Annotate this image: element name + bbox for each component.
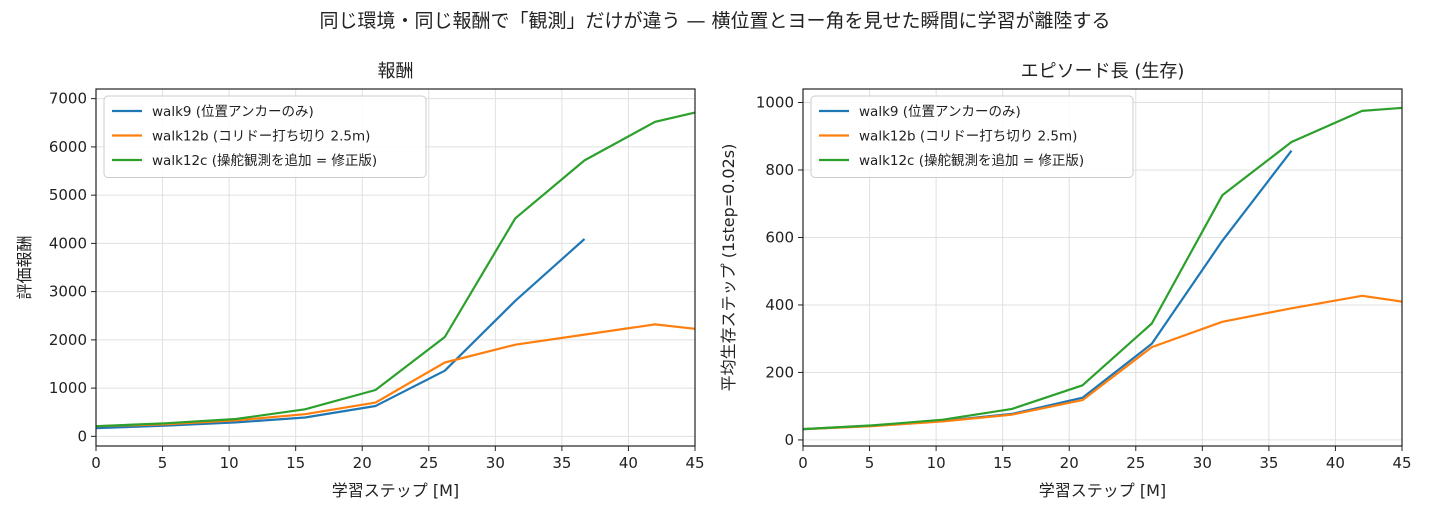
figure-title: 同じ環境・同じ報酬で「観測」だけが違う — 横位置とヨー角を見せた瞬間に学習が離… bbox=[319, 10, 1111, 32]
x-tick-label-4: 20 bbox=[353, 454, 372, 472]
x-tick-label-0: 0 bbox=[91, 454, 101, 472]
y-tick-label-3: 600 bbox=[765, 228, 794, 246]
y-axis-title: 評価報酬 bbox=[15, 235, 34, 299]
y-tick-label-1: 1000 bbox=[49, 379, 87, 397]
x-tick-label-0: 0 bbox=[798, 454, 808, 472]
x-tick-label-4: 20 bbox=[1060, 454, 1079, 472]
legend-box bbox=[103, 95, 427, 178]
y-tick-label-1: 200 bbox=[765, 363, 794, 381]
series-line-1 bbox=[802, 294, 1403, 431]
y-tick-label-4: 800 bbox=[765, 161, 794, 179]
y-tick-label-4: 4000 bbox=[49, 234, 87, 252]
x-tick-label-6: 30 bbox=[486, 454, 505, 472]
legend-entry-2: walk12c (操舵観測を追加 = 修正版) bbox=[859, 152, 1084, 169]
x-tick-label-8: 40 bbox=[1326, 454, 1345, 472]
legend-box bbox=[810, 95, 1134, 178]
x-tick-label-7: 35 bbox=[1259, 454, 1278, 472]
y-tick-label-3: 3000 bbox=[49, 283, 87, 301]
y-tick-label-5: 1000 bbox=[756, 93, 794, 111]
x-tick-label-9: 45 bbox=[1392, 454, 1411, 472]
x-tick-label-6: 30 bbox=[1193, 454, 1212, 472]
y-tick-label-0: 0 bbox=[784, 431, 794, 449]
series-line-1 bbox=[95, 323, 696, 428]
y-tick-label-2: 400 bbox=[765, 296, 794, 314]
x-tick-label-3: 15 bbox=[286, 454, 305, 472]
series-line-0 bbox=[802, 150, 1293, 431]
reward-panel: 0 5 10 15 20 25 30 35 40 45 0 1000 2000 3000 4000 5000 6… bbox=[15, 61, 705, 500]
x-tick-label-9: 45 bbox=[685, 454, 704, 472]
legend-entry-1: walk12b (コリドー打ち切り 2.5m) bbox=[859, 128, 1077, 145]
legend-entry-0: walk9 (位置アンカーのみ) bbox=[152, 104, 314, 120]
panel-title: 報酬 bbox=[378, 61, 414, 82]
legend-entry-1: walk12b (コリドー打ち切り 2.5m) bbox=[152, 128, 370, 145]
x-tick-label-2: 10 bbox=[220, 454, 239, 472]
series-line-2 bbox=[802, 106, 1403, 431]
legend: walk9 (位置アンカーのみ) walk12b (コリドー打ち切り 2.5m) w… bbox=[103, 95, 427, 178]
x-axis-title: 学習ステップ [M] bbox=[332, 481, 459, 500]
x-tick-label-7: 35 bbox=[552, 454, 571, 472]
y-axis-title: 平均生存ステップ (1step=0.02s) bbox=[719, 144, 738, 392]
y-tick-label-0: 0 bbox=[77, 427, 87, 445]
episode-length-panel: 0 5 10 15 20 25 30 35 40 45 0 200 400 600 800 1000 エピソード… bbox=[719, 61, 1412, 500]
x-tick-label-1: 5 bbox=[158, 454, 168, 472]
x-tick-label-8: 40 bbox=[619, 454, 638, 472]
series-line-0 bbox=[95, 238, 586, 430]
x-axis-title: 学習ステップ [M] bbox=[1039, 481, 1166, 500]
y-tick-label-6: 6000 bbox=[49, 138, 87, 156]
x-tick-label-1: 5 bbox=[865, 454, 875, 472]
y-tick-label-7: 7000 bbox=[49, 90, 87, 108]
y-tick-label-2: 2000 bbox=[49, 331, 87, 349]
plot-frame bbox=[802, 88, 1403, 447]
legend-entry-2: walk12c (操舵観測を追加 = 修正版) bbox=[152, 152, 377, 169]
x-tick-label-5: 25 bbox=[1126, 454, 1145, 472]
series-line-2 bbox=[95, 111, 696, 428]
y-tick-label-5: 5000 bbox=[49, 186, 87, 204]
legend: walk9 (位置アンカーのみ) walk12b (コリドー打ち切り 2.5m) w… bbox=[810, 95, 1134, 178]
x-tick-label-5: 25 bbox=[419, 454, 438, 472]
panel-title: エピソード長 (生存) bbox=[1021, 61, 1185, 82]
plot-frame bbox=[95, 88, 696, 447]
x-tick-label-3: 15 bbox=[993, 454, 1012, 472]
x-tick-label-2: 10 bbox=[927, 454, 946, 472]
legend-entry-0: walk9 (位置アンカーのみ) bbox=[859, 104, 1021, 120]
